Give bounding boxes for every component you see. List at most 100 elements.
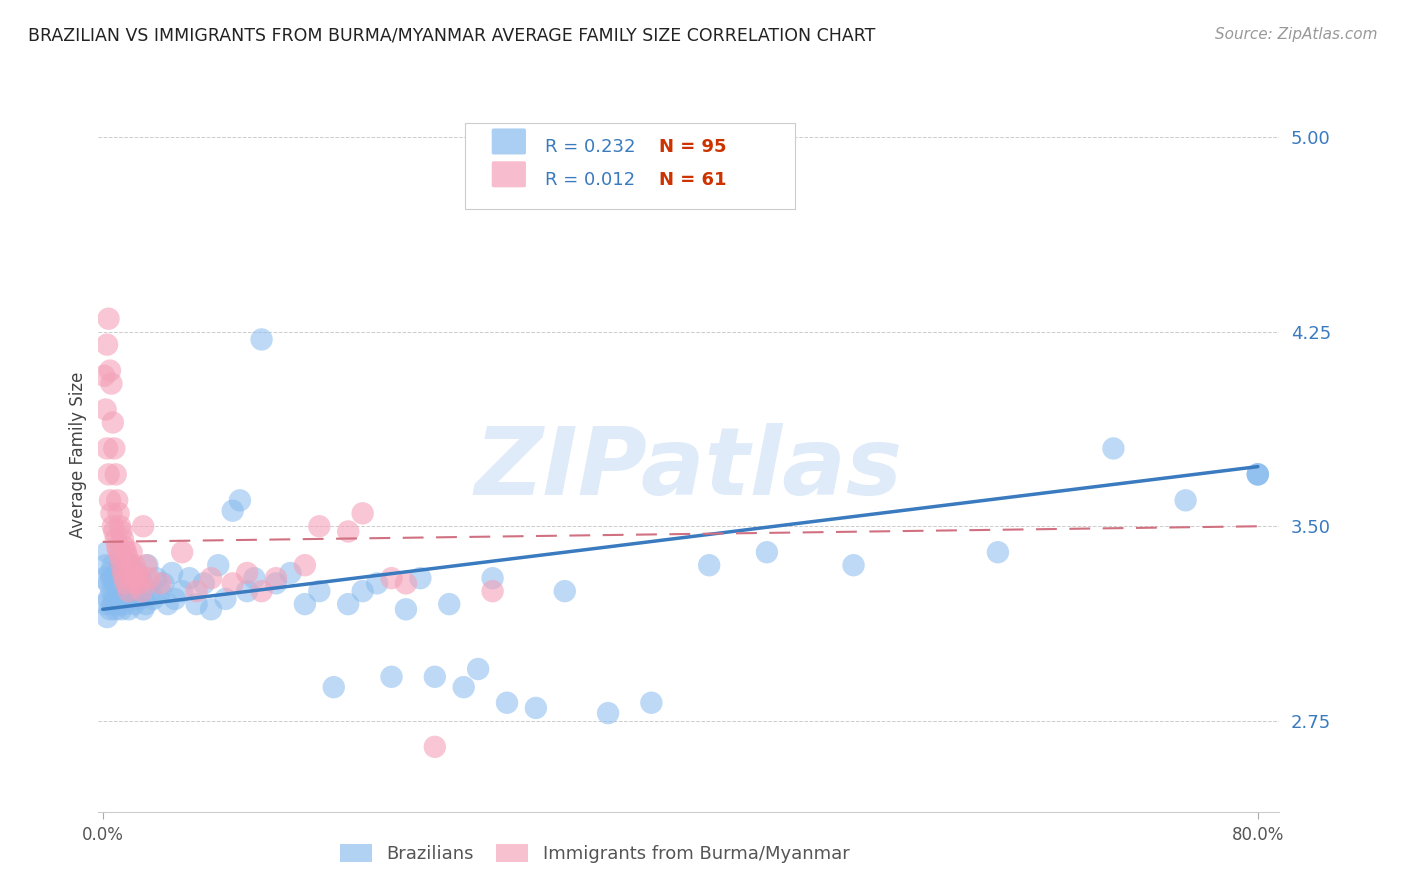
Point xyxy=(118,602,141,616)
Point xyxy=(128,571,150,585)
Point xyxy=(115,566,138,580)
Point xyxy=(97,311,120,326)
Point xyxy=(135,597,157,611)
Text: Source: ZipAtlas.com: Source: ZipAtlas.com xyxy=(1215,27,1378,42)
Point xyxy=(1102,442,1125,456)
Point xyxy=(139,584,162,599)
Point xyxy=(131,584,153,599)
Point xyxy=(121,571,143,585)
Point xyxy=(755,545,778,559)
Point xyxy=(264,576,287,591)
Point xyxy=(93,368,115,383)
FancyBboxPatch shape xyxy=(492,128,526,154)
Point xyxy=(97,576,120,591)
Point xyxy=(118,584,141,599)
Point xyxy=(110,602,132,616)
Point xyxy=(842,558,865,573)
Point xyxy=(423,670,446,684)
Point xyxy=(108,558,131,573)
Point xyxy=(97,467,120,482)
Point xyxy=(120,558,142,573)
Point xyxy=(108,519,131,533)
Point xyxy=(107,506,129,520)
Text: BRAZILIAN VS IMMIGRANTS FROM BURMA/MYANMAR AVERAGE FAMILY SIZE CORRELATION CHART: BRAZILIAN VS IMMIGRANTS FROM BURMA/MYANM… xyxy=(28,27,876,45)
Point xyxy=(128,591,150,606)
Point xyxy=(186,584,208,599)
Point xyxy=(100,376,122,391)
Point xyxy=(101,558,124,573)
Point xyxy=(110,571,132,585)
Point xyxy=(107,576,129,591)
Point xyxy=(104,571,127,585)
Point xyxy=(100,506,122,520)
Point xyxy=(395,576,418,591)
Point xyxy=(160,566,183,580)
Point xyxy=(103,442,125,456)
FancyBboxPatch shape xyxy=(492,161,526,187)
Point xyxy=(124,558,146,573)
Y-axis label: Average Family Size: Average Family Size xyxy=(69,372,87,538)
Point xyxy=(111,533,134,547)
Point xyxy=(380,571,402,585)
Point xyxy=(96,545,118,559)
Point xyxy=(453,680,475,694)
Point xyxy=(467,662,489,676)
Point xyxy=(107,597,129,611)
Point xyxy=(294,558,316,573)
Point xyxy=(127,566,149,580)
Point xyxy=(131,576,153,591)
Point xyxy=(366,576,388,591)
Point xyxy=(380,670,402,684)
Point xyxy=(105,584,128,599)
Point xyxy=(117,550,139,565)
Point xyxy=(100,571,122,585)
Point xyxy=(111,584,134,599)
Point xyxy=(596,706,619,720)
Point xyxy=(104,533,127,547)
Point xyxy=(496,696,519,710)
Point xyxy=(135,558,157,573)
Point xyxy=(98,363,121,377)
Point xyxy=(117,571,139,585)
Point xyxy=(250,333,273,347)
Point xyxy=(142,591,165,606)
Point xyxy=(1247,467,1270,482)
Point xyxy=(1247,467,1270,482)
Point xyxy=(236,584,259,599)
Point xyxy=(193,576,215,591)
Point xyxy=(112,576,135,591)
Point xyxy=(93,571,115,585)
Point xyxy=(94,558,117,573)
Point xyxy=(294,597,316,611)
Point xyxy=(101,519,124,533)
Point xyxy=(697,558,720,573)
Point xyxy=(1174,493,1197,508)
Point xyxy=(104,602,127,616)
Point xyxy=(103,524,125,539)
Point xyxy=(149,576,172,591)
Point xyxy=(214,591,236,606)
Point xyxy=(250,584,273,599)
Point xyxy=(108,550,131,565)
Point xyxy=(280,566,302,580)
Point xyxy=(122,584,145,599)
Point xyxy=(352,506,374,520)
Point xyxy=(111,566,134,580)
Point xyxy=(115,545,138,559)
Point xyxy=(103,576,125,591)
Point xyxy=(110,524,132,539)
Point xyxy=(97,591,120,606)
Point xyxy=(308,519,330,533)
Point xyxy=(149,584,172,599)
Point xyxy=(104,467,127,482)
Point xyxy=(129,571,152,585)
Point xyxy=(987,545,1010,559)
Point xyxy=(125,576,148,591)
Point xyxy=(236,566,259,580)
Point xyxy=(352,584,374,599)
Point xyxy=(172,584,194,599)
Point xyxy=(152,576,174,591)
Point xyxy=(120,566,142,580)
Point xyxy=(101,597,124,611)
Point xyxy=(110,558,132,573)
